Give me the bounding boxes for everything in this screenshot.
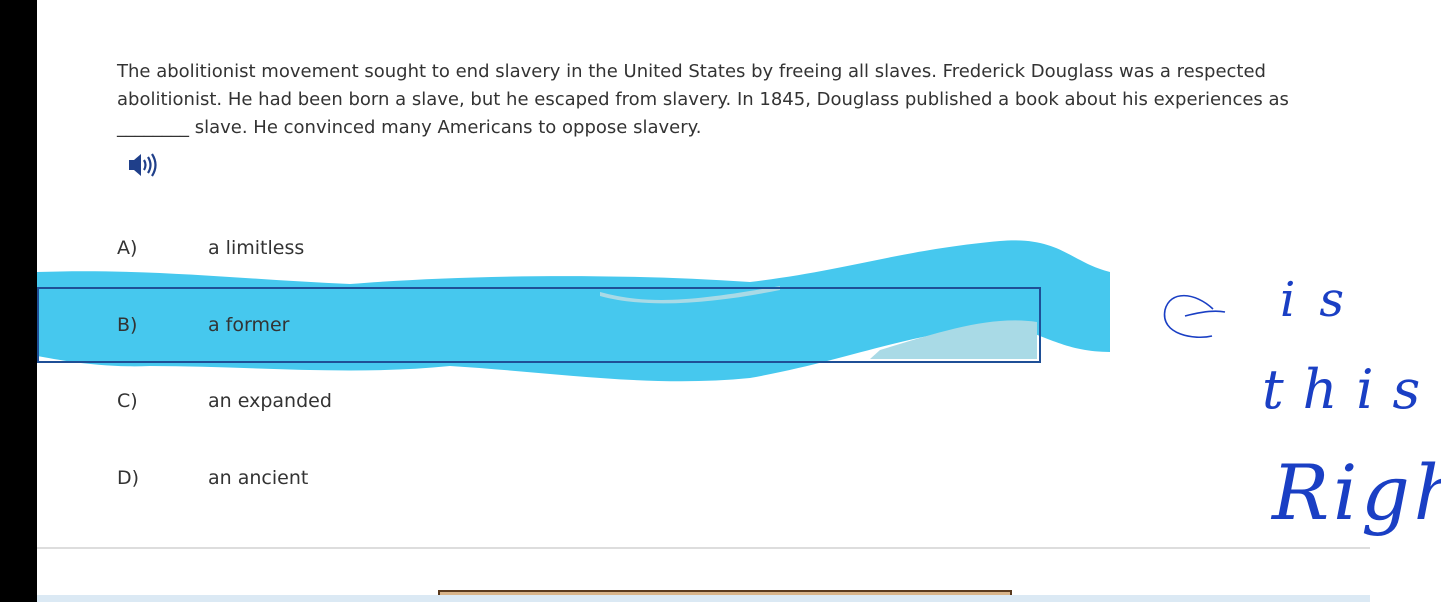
option-text: a limitless bbox=[208, 237, 305, 259]
handwritten-word: Right bbox=[1272, 448, 1441, 537]
option-text: an expanded bbox=[208, 390, 332, 412]
passage: The abolitionist movement sought to end … bbox=[117, 61, 1289, 138]
option-text: a former bbox=[208, 314, 290, 336]
audio-button[interactable] bbox=[126, 150, 160, 180]
selected-option-box bbox=[37, 287, 1041, 363]
answer-option[interactable]: A) a limitless bbox=[37, 212, 1037, 284]
option-letter: B) bbox=[117, 314, 138, 336]
option-letter: D) bbox=[117, 467, 140, 489]
answer-option[interactable]: C) an expanded bbox=[37, 365, 1037, 437]
left-bar bbox=[0, 0, 37, 602]
handwritten-word: this bbox=[1262, 358, 1440, 421]
option-text: an ancient bbox=[208, 467, 309, 489]
answer-option[interactable]: B) a former bbox=[37, 289, 1037, 361]
divider bbox=[37, 547, 1370, 549]
option-letter: A) bbox=[117, 237, 138, 259]
option-letter: C) bbox=[117, 390, 138, 412]
answer-option[interactable]: D) an ancient bbox=[37, 442, 1037, 514]
handwritten-word: is bbox=[1280, 272, 1368, 328]
bottom-strip bbox=[37, 595, 1370, 602]
